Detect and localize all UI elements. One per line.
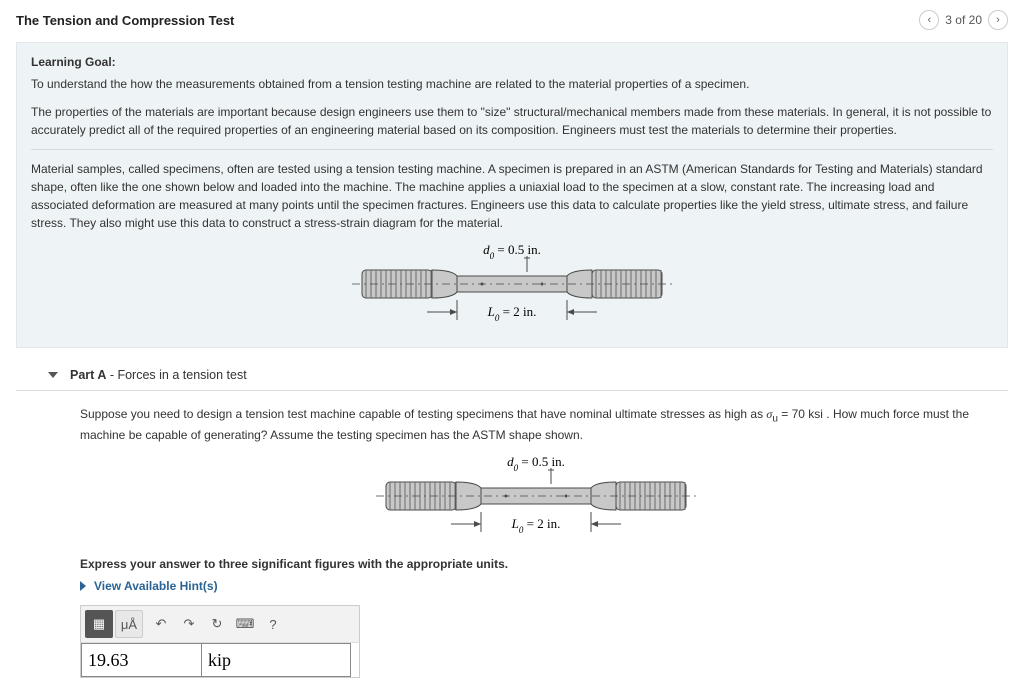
format-button[interactable]: ▦ — [85, 610, 113, 638]
svg-text:L0 = 2 in.: L0 = 2 in. — [511, 516, 561, 535]
chevron-right-icon — [80, 581, 86, 591]
intro-para-2: Material samples, called specimens, ofte… — [31, 160, 993, 232]
svg-text:L0 = 2 in.: L0 = 2 in. — [487, 304, 537, 323]
pager: ‹ 3 of 20 › — [919, 10, 1008, 30]
goal-text: To understand the how the measurements o… — [31, 75, 993, 93]
chevron-down-icon — [48, 372, 58, 378]
page-title: The Tension and Compression Test — [16, 13, 234, 28]
part-a-title: Part A - Forces in a tension test — [70, 368, 247, 382]
reset-button[interactable]: ↻ — [203, 610, 231, 638]
svg-text:d0 = 0.5 in.: d0 = 0.5 in. — [507, 454, 565, 473]
part-a-section: Part A - Forces in a tension test Suppos… — [16, 360, 1008, 688]
prev-button[interactable]: ‹ — [919, 10, 939, 30]
svg-text:d0 = 0.5 in.: d0 = 0.5 in. — [483, 242, 541, 261]
answer-box: ▦ μÅ ↶ ↷ ↻ ⌨ ? — [80, 605, 360, 678]
value-input[interactable] — [81, 643, 201, 677]
unit-input[interactable] — [201, 643, 351, 677]
pager-text: 3 of 20 — [945, 13, 982, 27]
intro-para-1: The properties of the materials are impo… — [31, 103, 993, 139]
express-instruction: Express your answer to three significant… — [80, 557, 992, 571]
redo-button[interactable]: ↷ — [175, 610, 203, 638]
view-hints-link[interactable]: View Available Hint(s) — [80, 579, 992, 593]
learning-goal-label: Learning Goal: — [31, 55, 993, 69]
divider — [31, 149, 993, 150]
next-button[interactable]: › — [988, 10, 1008, 30]
learning-goal-panel: Learning Goal: To understand the how the… — [16, 42, 1008, 348]
keyboard-button[interactable]: ⌨ — [231, 610, 259, 638]
special-chars-button[interactable]: μÅ — [115, 610, 143, 638]
answer-toolbar: ▦ μÅ ↶ ↷ ↻ ⌨ ? — [81, 606, 359, 643]
undo-button[interactable]: ↶ — [147, 610, 175, 638]
help-button[interactable]: ? — [259, 610, 287, 638]
specimen-diagram-1: d0 = 0.5 in. L0 = 2 in. — [31, 242, 993, 335]
specimen-diagram-2: d0 = 0.5 in. L0 = 2 in. — [80, 454, 992, 547]
part-a-header[interactable]: Part A - Forces in a tension test — [16, 360, 1008, 391]
part-a-prompt: Suppose you need to design a tension tes… — [80, 405, 992, 444]
